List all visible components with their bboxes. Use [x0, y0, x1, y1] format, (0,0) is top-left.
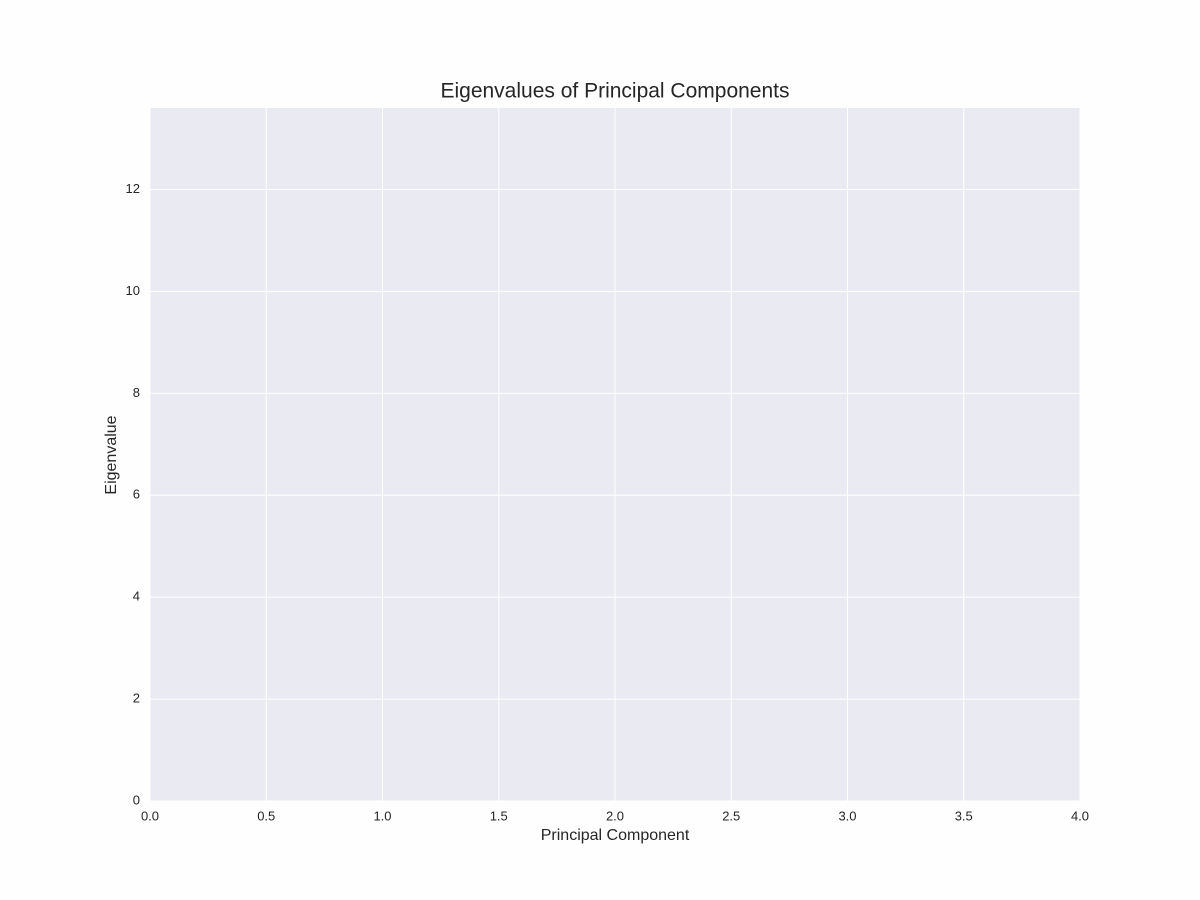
y-tick-label: 6 — [133, 487, 140, 502]
x-tick-label: 1.5 — [490, 808, 508, 823]
y-axis-label: Eigenvalue — [103, 415, 120, 494]
x-tick-label: 4.0 — [1071, 808, 1089, 823]
y-tick-label: 4 — [133, 589, 140, 604]
y-tick-label: 0 — [133, 792, 140, 807]
y-tick-label: 2 — [133, 691, 140, 706]
y-tick-label: 8 — [133, 385, 140, 400]
x-tick-label: 0.5 — [257, 808, 275, 823]
chart-title: Eigenvalues of Principal Components — [440, 80, 789, 103]
y-tick-label: 12 — [126, 181, 140, 196]
x-tick-label: 0.0 — [141, 808, 159, 823]
x-tick-label: 2.5 — [722, 808, 740, 823]
x-axis-label: Principal Component — [541, 827, 690, 844]
x-tick-label: 1.0 — [373, 808, 391, 823]
x-tick-label: 3.5 — [955, 808, 973, 823]
x-tick-label: 3.0 — [838, 808, 856, 823]
y-tick-label: 10 — [126, 283, 140, 298]
x-tick-label: 2.0 — [606, 808, 624, 823]
